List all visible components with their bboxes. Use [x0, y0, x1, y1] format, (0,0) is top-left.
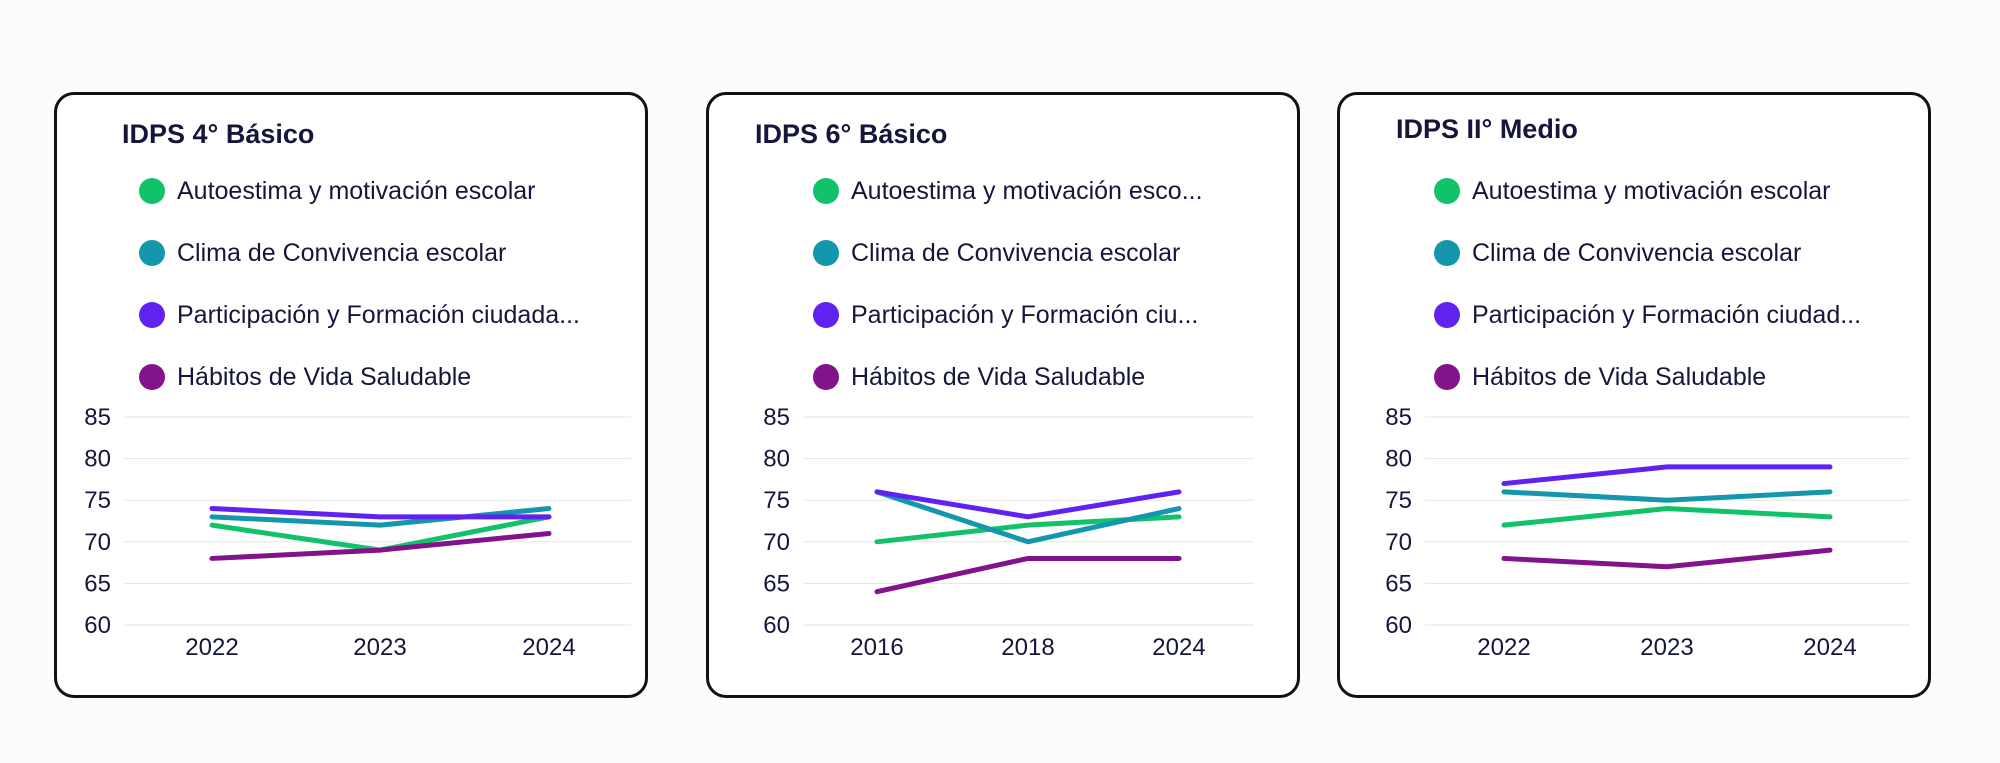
chart-card-4-basico: IDPS 4° Básico Autoestima y motivación e…	[54, 92, 648, 698]
y-tick-label: 65	[1385, 570, 1412, 597]
legend-item-habitos[interactable]: Hábitos de Vida Saludable	[139, 346, 580, 408]
x-tick-label: 2024	[522, 634, 575, 661]
legend: Autoestima y motivación esco... Clima de…	[813, 160, 1203, 408]
legend-item-participacion[interactable]: Participación y Formación ciu...	[813, 284, 1203, 346]
y-tick-label: 65	[763, 570, 790, 597]
legend-dot-icon	[139, 364, 165, 390]
series-line-clima	[209, 506, 552, 528]
series-line-participacion	[1501, 464, 1833, 487]
series-line-participacion	[874, 489, 1182, 520]
legend-dot-icon	[813, 178, 839, 204]
legend-dot-icon	[1434, 302, 1460, 328]
y-tick-label: 80	[1385, 446, 1412, 473]
legend-dot-icon	[813, 302, 839, 328]
legend-item-autoestima[interactable]: Autoestima y motivación escolar	[1434, 160, 1861, 222]
y-tick-label: 70	[1385, 529, 1412, 556]
y-tick-label: 85	[1385, 404, 1412, 431]
series-line-habitos	[874, 555, 1182, 595]
chart-title: IDPS 6° Básico	[755, 119, 948, 149]
chart-title: IDPS II° Medio	[1396, 114, 1578, 144]
legend-item-participacion[interactable]: Participación y Formación ciudada...	[139, 284, 580, 346]
series-line-habitos	[209, 530, 552, 561]
legend-dot-icon	[813, 364, 839, 390]
x-tick-label: 2022	[1477, 634, 1530, 661]
legend: Autoestima y motivación escolar Clima de…	[1434, 160, 1861, 408]
y-tick-label: 60	[84, 612, 111, 639]
y-tick-label: 75	[763, 487, 790, 514]
series-line-clima	[1501, 489, 1833, 503]
chart-card-6-basico: IDPS 6° Básico Autoestima y motivación e…	[706, 92, 1300, 698]
legend-item-clima[interactable]: Clima de Convivencia escolar	[813, 222, 1203, 284]
x-tick-label: 2023	[1640, 634, 1693, 661]
legend-item-autoestima[interactable]: Autoestima y motivación esco...	[813, 160, 1203, 222]
line-plot: 85 80 75 70 65 60 2022 2023 2024	[84, 404, 631, 661]
y-tick-label: 70	[763, 529, 790, 556]
legend-item-autoestima[interactable]: Autoestima y motivación escolar	[139, 160, 580, 222]
legend-item-habitos[interactable]: Hábitos de Vida Saludable	[1434, 346, 1861, 408]
chart-card-ii-medio: IDPS II° Medio Autoestima y motivación e…	[1337, 92, 1931, 698]
legend-dot-icon	[139, 178, 165, 204]
x-tick-label: 2016	[850, 634, 903, 661]
x-tick-label: 2024	[1152, 634, 1205, 661]
legend: Autoestima y motivación escolar Clima de…	[139, 160, 580, 408]
x-tick-label: 2023	[353, 634, 406, 661]
chart-title: IDPS 4° Básico	[122, 119, 315, 149]
x-tick-label: 2022	[185, 634, 238, 661]
legend-dot-icon	[1434, 240, 1460, 266]
y-tick-label: 65	[84, 570, 111, 597]
line-plot: 85 80 75 70 65 60 2022 2023 2024	[1385, 404, 1910, 661]
series-line-participacion	[209, 506, 552, 520]
legend-item-clima[interactable]: Clima de Convivencia escolar	[1434, 222, 1861, 284]
series-line-habitos	[1501, 547, 1833, 570]
series-line-clima	[874, 489, 1182, 545]
y-tick-label: 85	[84, 404, 111, 431]
legend-dot-icon	[1434, 178, 1460, 204]
y-tick-label: 75	[1385, 487, 1412, 514]
legend-dot-icon	[813, 240, 839, 266]
x-tick-label: 2024	[1803, 634, 1856, 661]
legend-item-participacion[interactable]: Participación y Formación ciudad...	[1434, 284, 1861, 346]
legend-dot-icon	[139, 302, 165, 328]
y-tick-label: 60	[763, 612, 790, 639]
y-tick-label: 75	[84, 487, 111, 514]
y-tick-label: 80	[84, 446, 111, 473]
x-tick-label: 2018	[1001, 634, 1054, 661]
y-tick-label: 70	[84, 529, 111, 556]
y-tick-label: 85	[763, 404, 790, 431]
legend-dot-icon	[1434, 364, 1460, 390]
y-tick-label: 60	[1385, 612, 1412, 639]
legend-item-habitos[interactable]: Hábitos de Vida Saludable	[813, 346, 1203, 408]
line-plot: 85 80 75 70 65 60 2016 2018 2024	[763, 404, 1254, 661]
legend-dot-icon	[139, 240, 165, 266]
y-tick-label: 80	[763, 446, 790, 473]
legend-item-clima[interactable]: Clima de Convivencia escolar	[139, 222, 580, 284]
series-line-autoestima	[1501, 506, 1833, 528]
